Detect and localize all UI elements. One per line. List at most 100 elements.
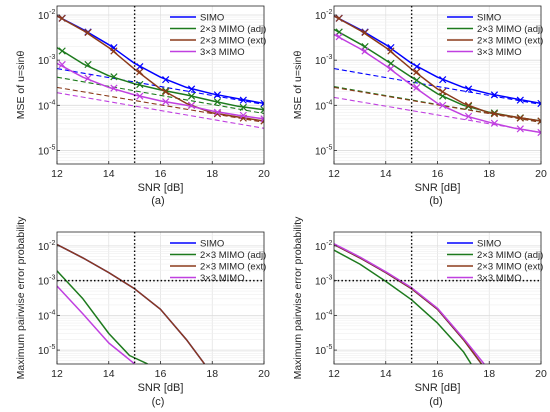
data-marker	[136, 92, 144, 100]
data-marker	[413, 76, 421, 84]
series-line	[334, 15, 541, 122]
x-tick-label: 18	[483, 168, 495, 180]
data-marker	[490, 119, 499, 127]
data-marker	[464, 112, 473, 120]
series-line	[57, 270, 148, 364]
panel-b: 12 14 16 18 20 10-5 10-4 10-3 10-2 SNR [dB] MSE of…	[292, 5, 547, 207]
data-marker	[213, 98, 222, 106]
data-marker	[110, 84, 118, 92]
y-tick-label: 10-5	[315, 344, 332, 357]
curves	[57, 14, 264, 129]
y-tick-label: 10-5	[38, 344, 55, 357]
data-marker	[110, 73, 118, 81]
x-axis: 12 14 16 18 20	[328, 161, 547, 180]
y-tick-label: 10-4	[38, 99, 55, 112]
data-marker	[361, 47, 369, 55]
data-marker	[464, 101, 473, 109]
legend-entry: 2×3 MIMO (ext)	[477, 262, 543, 273]
x-tick-label: 18	[206, 168, 218, 180]
series-line	[57, 62, 264, 120]
data-marker	[413, 68, 421, 76]
y-tick-label: 10-5	[315, 144, 332, 157]
legend-entry: 3×3 MIMO	[200, 47, 245, 58]
series-3	[57, 60, 264, 129]
x-tick-label: 14	[103, 168, 115, 180]
x-axis-label: SNR [dB]	[415, 382, 461, 394]
x-tick-label: 12	[328, 168, 340, 180]
data-marker	[110, 47, 118, 55]
data-marker	[464, 85, 473, 93]
y-tick-label: 10-2	[38, 9, 55, 22]
y-axis-label: Maximum pairwise error probability	[292, 216, 304, 380]
data-marker	[413, 83, 421, 91]
data-marker	[516, 125, 524, 133]
series-line-dashed	[57, 68, 264, 105]
y-axis-label: MSE of u=sinθ	[292, 51, 304, 120]
x-axis: 12 14 16 18 20	[51, 161, 270, 180]
legend-entry: 2×3 MIMO (adj)	[477, 24, 543, 35]
panel-caption: (a)	[151, 195, 164, 207]
data-marker	[387, 64, 395, 73]
series-line-dashed	[57, 86, 264, 123]
data-marker	[335, 33, 343, 41]
panel-c: 12 14 16 18 20 10-5 10-4 10-3 10-2 SNR [dB] Maximu…	[15, 216, 270, 408]
data-marker	[58, 14, 66, 22]
data-marker	[260, 106, 264, 114]
data-marker	[136, 62, 144, 71]
data-marker	[387, 59, 395, 67]
x-tick-label: 18	[206, 368, 218, 380]
data-marker	[136, 80, 144, 89]
data-marker	[260, 99, 264, 108]
y-axis-label: Maximum pairwise error probability	[15, 216, 27, 380]
data-marker	[187, 85, 196, 93]
legend-entry: SIMO	[477, 239, 501, 250]
panel-caption: (c)	[152, 396, 165, 408]
x-tick-label: 20	[535, 368, 547, 380]
data-marker	[537, 117, 541, 125]
data-marker	[516, 114, 524, 122]
legend-entry: 3×3 MIMO	[477, 47, 522, 58]
y-tick-label: 10-2	[315, 9, 332, 22]
y-axis: 10-5 10-4 10-3 10-2	[38, 9, 60, 157]
series-3	[334, 33, 541, 137]
legend-entry: SIMO	[477, 13, 501, 24]
data-marker	[136, 68, 144, 76]
y-tick-label: 10-4	[315, 99, 332, 112]
data-marker	[490, 110, 499, 118]
x-tick-label: 12	[328, 368, 340, 380]
x-tick-label: 16	[155, 168, 167, 180]
data-marker	[335, 14, 343, 22]
panel-d: 12 14 16 18 20 10-5 10-4 10-3 10-2 SNR [dB] Maximu…	[292, 216, 547, 408]
y-tick-label: 10-3	[315, 275, 332, 288]
data-marker	[490, 91, 499, 99]
data-marker	[84, 60, 92, 69]
y-axis: 10-5 10-4 10-3 10-2	[38, 240, 60, 357]
series-1	[57, 270, 148, 364]
data-marker	[260, 115, 264, 123]
data-marker	[84, 74, 92, 82]
panel-caption: (d)	[429, 396, 442, 408]
grid	[333, 232, 542, 365]
y-tick-label: 10-4	[315, 309, 332, 322]
legend-entry: SIMO	[200, 13, 224, 24]
data-marker	[439, 88, 447, 96]
data-marker	[84, 28, 92, 37]
x-axis: 12 14 16 18 20	[51, 361, 270, 380]
series-line	[57, 285, 136, 364]
reference-lines	[57, 232, 264, 364]
legend-entry: 3×3 MIMO	[477, 273, 522, 284]
x-axis-label: SNR [dB]	[138, 182, 184, 194]
series-2	[334, 14, 541, 125]
data-marker	[537, 128, 541, 137]
series-1	[57, 46, 264, 115]
grid	[333, 6, 542, 164]
data-marker	[439, 76, 447, 84]
series-3	[57, 285, 136, 364]
y-axis: 10-5 10-4 10-3 10-2	[315, 240, 337, 357]
data-marker	[213, 91, 222, 99]
x-axis-label: SNR [dB]	[415, 182, 461, 194]
